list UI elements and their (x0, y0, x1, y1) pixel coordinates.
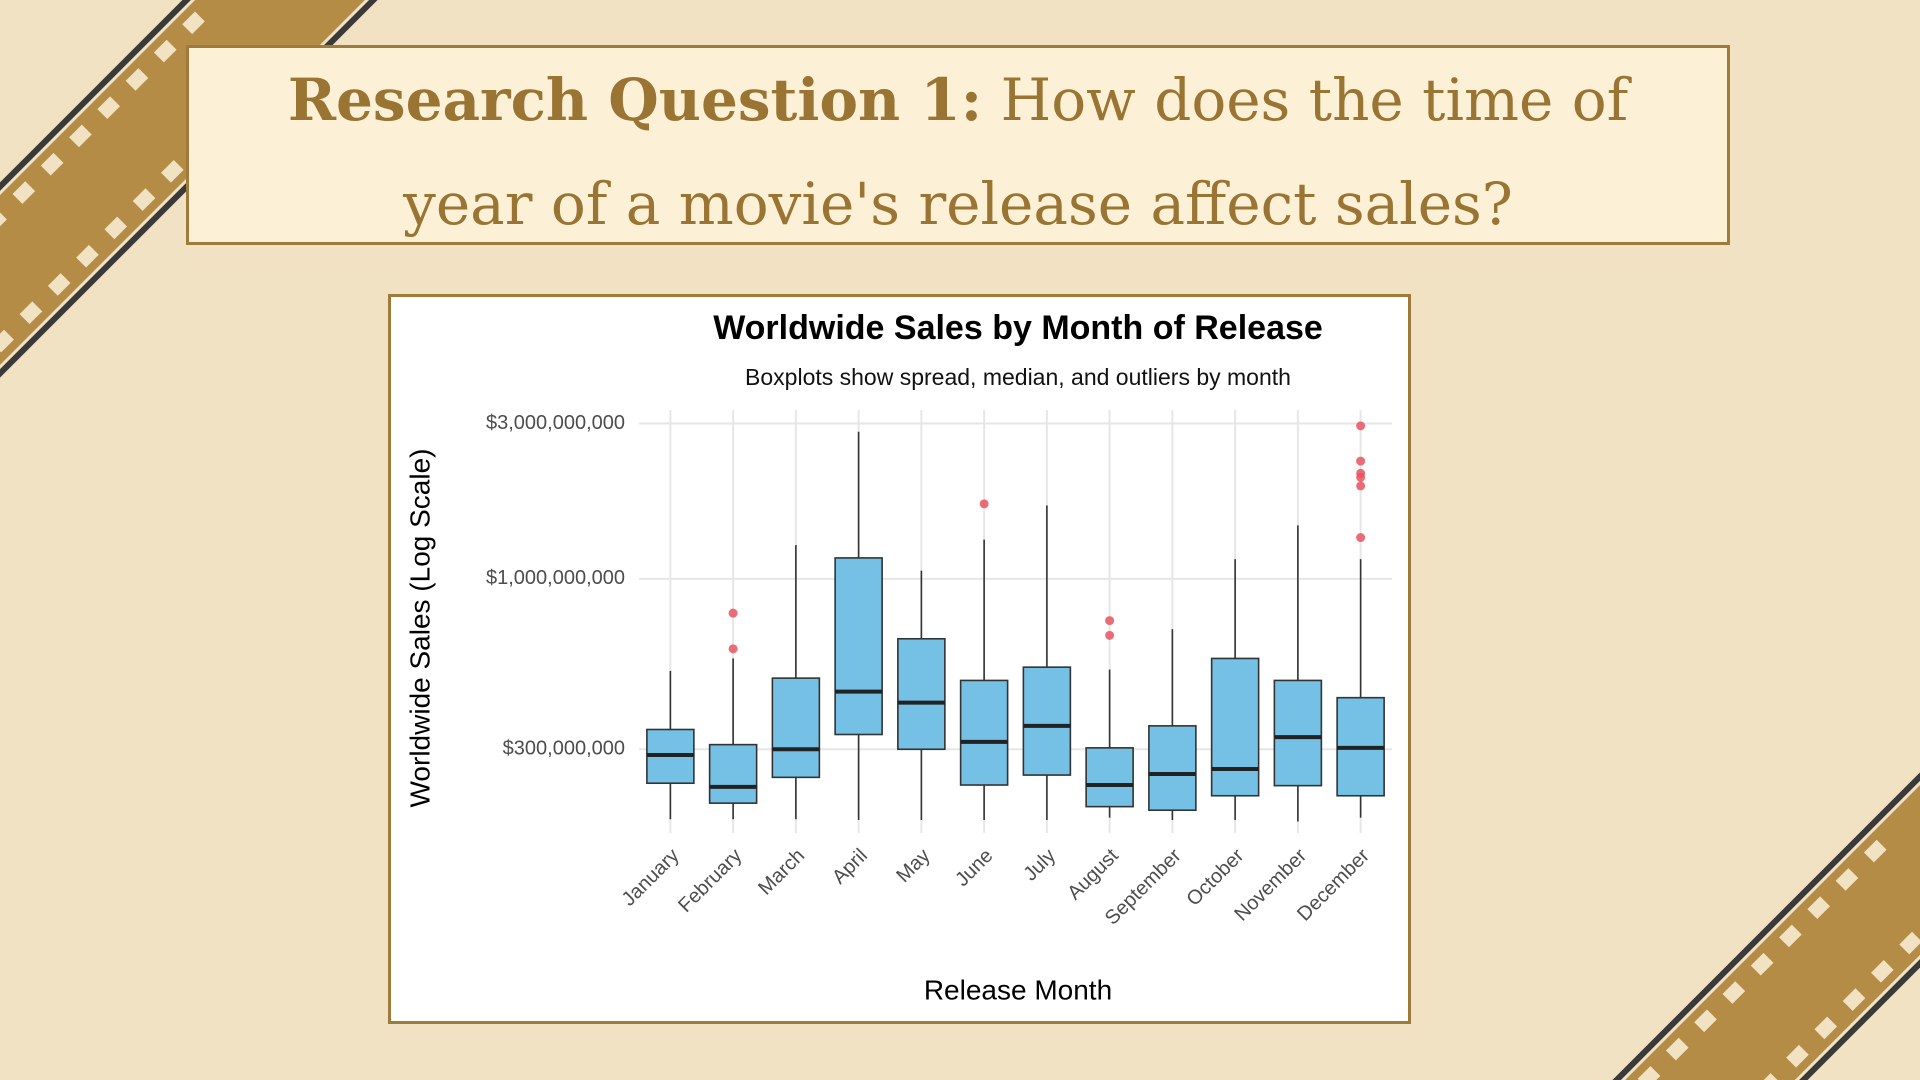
film-strip (1569, 628, 1920, 1080)
outlier (1105, 630, 1115, 640)
box (834, 557, 883, 736)
x-axis-title: Release Month (924, 974, 1112, 1005)
x-tick-label: August (1063, 844, 1123, 904)
y-tick-label: $1,000,000,000 (486, 567, 625, 589)
outlier (1356, 456, 1366, 466)
outlier (979, 499, 989, 509)
box (771, 677, 821, 779)
outlier (1356, 472, 1366, 482)
outlier (728, 644, 738, 654)
box (1085, 747, 1134, 808)
chart-frame: Worldwide Sales by Month of Release Boxp… (388, 294, 1411, 1024)
x-tick-label: March (754, 845, 809, 900)
box (1210, 657, 1260, 797)
x-tick-label: June (951, 845, 997, 891)
y-tick-label: $300,000,000 (503, 738, 625, 760)
outlier (728, 608, 738, 618)
box (959, 679, 1009, 786)
outlier (1356, 481, 1366, 491)
outlier (1356, 533, 1366, 543)
header-title: How does the time of year of a movie's r… (403, 66, 1629, 238)
box (897, 637, 946, 751)
chart: Worldwide Sales by Month of Release Boxp… (404, 309, 1392, 1005)
x-tick-label: May (892, 845, 934, 887)
y-axis-title: Worldwide Sales (Log Scale) (404, 449, 435, 808)
chart-title: Worldwide Sales by Month of Release (713, 309, 1323, 347)
x-tick-label: February (674, 845, 746, 917)
x-tick-label: July (1019, 845, 1060, 886)
outlier (1105, 616, 1115, 626)
outlier (1356, 421, 1366, 431)
box (1148, 725, 1197, 812)
x-tick-label: April (828, 845, 872, 889)
box (1022, 666, 1072, 776)
y-tick-label: $3,000,000,000 (486, 412, 625, 434)
box (1273, 679, 1323, 787)
chart-subtitle: Boxplots show spread, median, and outlie… (745, 364, 1291, 390)
header-title-bold: Research Question 1: (287, 66, 983, 134)
box (708, 743, 758, 804)
header: Research Question 1: How does the time o… (186, 45, 1730, 245)
